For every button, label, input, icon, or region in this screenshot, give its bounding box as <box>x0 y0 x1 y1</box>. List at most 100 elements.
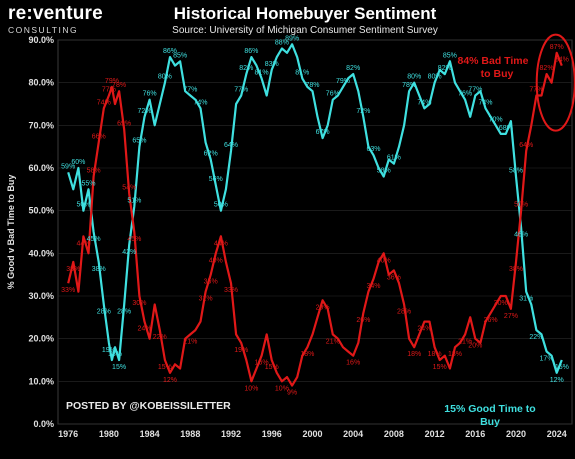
data-label: 42% <box>122 249 136 256</box>
x-tick-label: 1980 <box>99 429 119 439</box>
data-label: 87% <box>550 44 564 51</box>
data-label: 10% <box>275 385 289 392</box>
x-tick-label: 2004 <box>343 429 363 439</box>
data-label: 36% <box>387 274 401 281</box>
y-axis-label: % Good v Bad Time to Buy <box>6 175 16 290</box>
data-label: 24% <box>138 326 152 333</box>
data-label: 15% <box>265 364 279 371</box>
data-label: 80% <box>158 74 172 81</box>
y-tick-label: 20.0% <box>28 334 54 344</box>
data-label: 89% <box>285 35 299 42</box>
data-label: 28% <box>117 309 131 316</box>
data-label: 18% <box>428 351 442 358</box>
x-tick-label: 1976 <box>58 429 78 439</box>
data-label: 21% <box>183 338 197 345</box>
data-label: 24% <box>417 326 431 333</box>
brand-logo: re:venture CONSULTING <box>8 3 103 36</box>
data-label: 15% <box>158 364 172 371</box>
data-label: 70% <box>489 116 503 123</box>
chart-title: Historical Homebuyer Sentiment <box>173 4 437 23</box>
data-label: 44% <box>76 240 90 247</box>
data-label: 45% <box>87 236 101 243</box>
data-label: 64% <box>224 142 238 149</box>
y-tick-label: 70.0% <box>28 120 54 130</box>
y-tick-label: 90.0% <box>28 35 54 45</box>
data-label: 77% <box>102 86 116 93</box>
data-label: 40% <box>209 257 223 264</box>
data-label: 85% <box>443 52 457 59</box>
bad-time-series-line <box>67 51 563 387</box>
data-label: 74% <box>97 99 111 106</box>
y-tick-label: 30.0% <box>28 291 54 301</box>
data-label: 58% <box>377 168 391 175</box>
data-label: 68% <box>499 125 513 132</box>
x-tick-label: 1996 <box>262 429 282 439</box>
data-label: 50% <box>76 202 90 209</box>
data-label: 40% <box>377 257 391 264</box>
data-label: 18% <box>108 351 122 358</box>
data-label: 65% <box>132 138 146 145</box>
logo-sub-text: CONSULTING <box>8 25 79 35</box>
logo-main-text: re:venture <box>8 3 103 24</box>
data-label: 63% <box>367 146 381 153</box>
data-label: 88% <box>275 40 289 47</box>
data-label: 38% <box>509 266 523 273</box>
data-label: 31% <box>519 296 533 303</box>
data-label: 61% <box>387 155 401 162</box>
data-label: 18% <box>407 351 421 358</box>
data-label: 79% <box>105 78 119 85</box>
data-label: 16% <box>346 360 360 367</box>
data-label: 38% <box>66 266 80 273</box>
data-label: 59% <box>61 163 75 170</box>
data-label: 34% <box>367 283 381 290</box>
data-label: 82% <box>239 65 253 72</box>
data-label: 15% <box>433 364 447 371</box>
data-label: 77% <box>468 86 482 93</box>
bad-time-annotation-line2: to Buy <box>481 68 514 80</box>
data-label: 22% <box>529 334 543 341</box>
data-label: 10% <box>244 385 258 392</box>
data-label: 78% <box>305 82 319 89</box>
data-label: 35% <box>204 279 218 286</box>
data-label: 16% <box>255 360 269 367</box>
credit-text: POSTED BY @KOBEISSILETTER <box>66 400 231 412</box>
data-label: 15% <box>112 364 126 371</box>
data-label: 81% <box>295 69 309 76</box>
data-label: 45% <box>127 236 141 243</box>
data-label: 77% <box>234 86 248 93</box>
data-label: 80% <box>407 74 421 81</box>
data-label: 58% <box>87 168 101 175</box>
y-tick-label: 0.0% <box>33 419 54 429</box>
data-label: 56% <box>209 176 223 183</box>
good-time-annotation-line1: 15% Good Time to <box>444 403 535 415</box>
data-label: 9% <box>287 390 297 397</box>
data-label: 20% <box>468 343 482 350</box>
data-label: 15% <box>555 364 569 371</box>
data-label: 86% <box>244 48 258 55</box>
data-label: 79% <box>336 78 350 85</box>
data-label: 54% <box>122 185 136 192</box>
data-label: 78% <box>112 82 126 89</box>
data-label: 76% <box>458 91 472 98</box>
data-label: 21% <box>326 338 340 345</box>
data-label: 69% <box>117 121 131 128</box>
data-label: 83% <box>265 61 279 68</box>
data-label: 12% <box>163 377 177 384</box>
y-tick-label: 10.0% <box>28 376 54 386</box>
data-label: 64% <box>519 142 533 149</box>
y-tick-label: 50.0% <box>28 206 54 216</box>
x-tick-label: 2012 <box>425 429 445 439</box>
data-label: 38% <box>92 266 106 273</box>
x-tick-label: 2024 <box>547 429 567 439</box>
data-label: 21% <box>458 338 472 345</box>
x-tick-label: 1984 <box>140 429 160 439</box>
data-label: 67% <box>316 129 330 136</box>
data-label: 86% <box>163 48 177 55</box>
good-time-annotation-line2: Buy <box>480 416 500 428</box>
data-label: 29% <box>316 304 330 311</box>
data-label: 18% <box>448 351 462 358</box>
data-label: 26% <box>484 317 498 324</box>
data-label: 74% <box>417 99 431 106</box>
